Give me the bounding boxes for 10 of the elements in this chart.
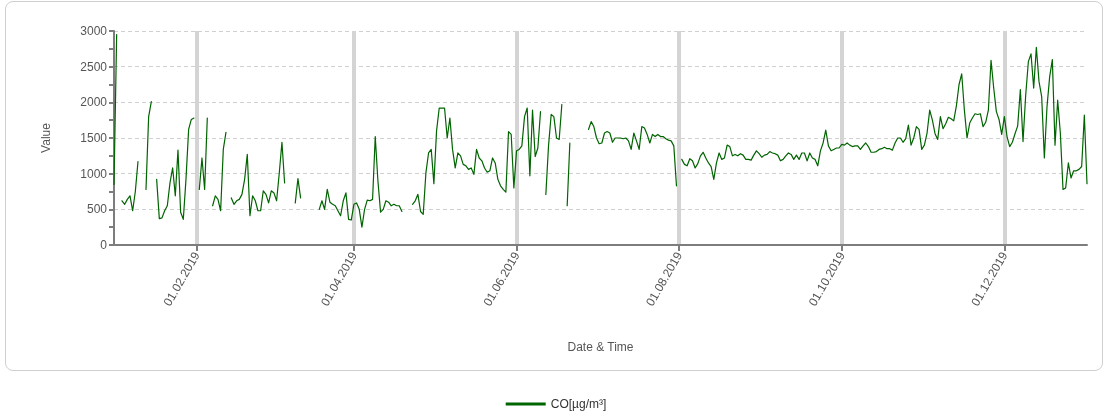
y-tick-label: 2500 [80,59,108,74]
y-tick-label: 1500 [80,131,108,145]
y-tick-label: 2000 [80,95,108,110]
legend-label: CO[µg/m³] [550,397,607,411]
y-axis-title: Value [39,122,53,153]
y-tick-label: 3000 [80,24,108,38]
y-tick-label: 500 [86,202,108,217]
x-axis-title: Date & Time [567,340,634,354]
y-tick-label: 1000 [80,166,108,181]
y-tick-label: 0 [100,238,108,252]
